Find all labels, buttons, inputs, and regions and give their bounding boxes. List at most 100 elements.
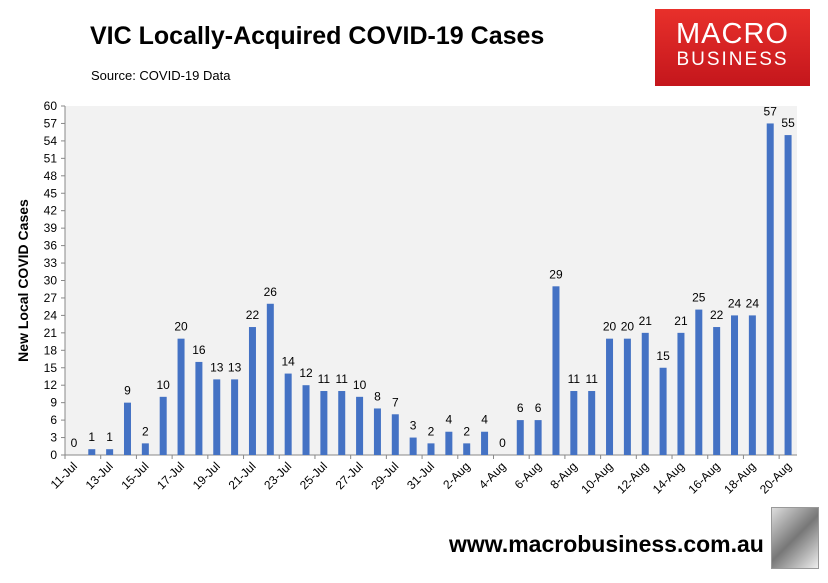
x-tick-label: 4-Aug [476,459,509,492]
bar [284,373,292,455]
data-label: 1 [106,430,113,444]
data-label: 55 [781,116,795,130]
data-label: 26 [264,285,278,299]
y-tick-label: 45 [44,186,58,200]
data-label: 4 [481,413,488,427]
y-tick-label: 15 [44,361,58,375]
x-tick-label: 13-Jul [83,459,116,492]
data-label: 21 [674,314,688,328]
bar [266,303,274,455]
x-tick-label: 12-Aug [614,459,651,496]
bar [641,332,649,455]
data-label: 20 [621,320,635,334]
bar [463,443,471,455]
logo-line1: MACRO [676,18,789,50]
data-label: 2 [142,424,149,438]
bar [748,315,756,455]
y-tick-label: 6 [50,413,57,427]
data-label: 20 [603,320,617,334]
bar [445,431,453,455]
data-label: 2 [428,424,435,438]
data-label: 16 [192,343,206,357]
bar [409,437,417,455]
x-tick-label: 23-Jul [261,459,294,492]
bar [623,338,631,455]
x-tick-label: 27-Jul [333,459,366,492]
bar [213,379,221,455]
data-label: 11 [318,372,331,386]
bar [159,396,167,455]
data-label: 21 [639,314,653,328]
logo-line2: BUSINESS [676,49,789,70]
data-label: 10 [157,378,171,392]
x-tick-label: 19-Jul [190,459,223,492]
data-label: 9 [124,384,131,398]
y-tick-label: 54 [44,134,58,148]
data-label: 29 [549,267,563,281]
bar [320,391,328,455]
x-tick-label: 6-Aug [512,459,545,492]
bar [391,414,399,455]
bar [659,367,667,455]
data-label: 6 [517,401,524,415]
data-label: 6 [535,401,542,415]
x-tick-label: 17-Jul [154,459,187,492]
bar [731,315,739,455]
bar [534,420,542,455]
bar [106,449,114,455]
y-tick-label: 9 [50,396,57,410]
y-tick-label: 36 [44,239,58,253]
data-label: 24 [746,296,760,310]
y-tick-label: 18 [44,343,58,357]
y-axis-label: New Local COVID Cases [15,199,31,362]
data-label: 11 [585,372,598,386]
data-label: 14 [281,355,295,369]
y-tick-label: 0 [50,448,57,462]
bar [302,385,310,455]
y-tick-label: 30 [44,274,58,288]
x-tick-label: 25-Jul [297,459,330,492]
bar [695,309,703,455]
plot-area [65,106,797,455]
data-label: 13 [228,360,242,374]
y-tick-label: 42 [44,204,58,218]
bar [123,402,131,455]
data-label: 1 [88,430,95,444]
x-tick-label: 16-Aug [686,459,723,496]
x-tick-label: 11-Jul [48,459,80,491]
data-label: 7 [392,395,399,409]
data-label: 22 [710,308,724,322]
bar [606,338,614,455]
data-label: 2 [463,424,470,438]
y-tick-label: 60 [44,99,58,113]
x-tick-label: 31-Jul [404,459,437,492]
bar [588,391,596,455]
x-tick-label: 2-Aug [440,459,473,492]
source-note: Source: COVID-19 Data [91,68,231,83]
y-tick-label: 12 [44,378,58,392]
data-label: 3 [410,419,417,433]
bar [427,443,435,455]
data-label: 11 [335,372,348,386]
bar [713,327,721,455]
bar [552,286,560,455]
x-tick-label: 15-Jul [118,459,151,492]
data-label: 12 [299,366,313,380]
data-label: 8 [374,389,381,403]
data-label: 10 [353,378,367,392]
bar [516,420,524,455]
bar [356,396,364,455]
y-tick-label: 57 [44,116,58,130]
data-label: 4 [446,413,453,427]
bar [481,431,489,455]
bar [338,391,346,455]
x-tick-label: 20-Aug [757,459,794,496]
data-label: 11 [568,372,581,386]
data-label: 22 [246,308,260,322]
bar [248,327,256,455]
data-label: 25 [692,291,706,305]
y-tick-label: 39 [44,221,58,235]
y-tick-label: 27 [44,291,58,305]
